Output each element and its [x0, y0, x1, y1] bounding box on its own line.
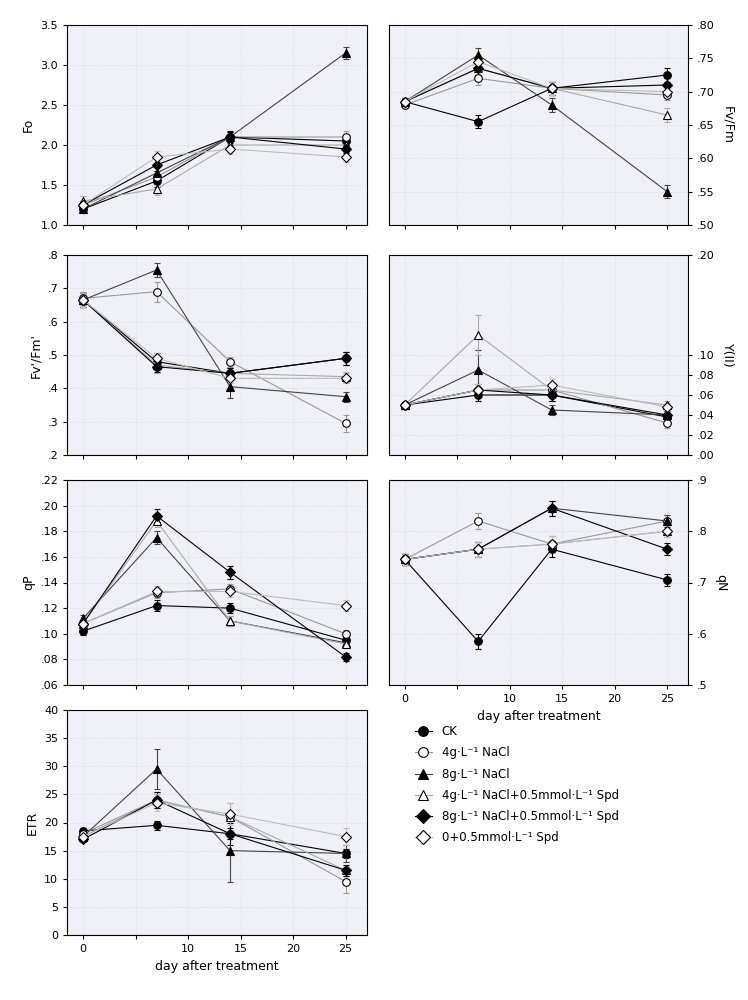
- Y-axis label: Y(II): Y(II): [721, 343, 735, 367]
- Y-axis label: ETR: ETR: [25, 810, 39, 835]
- X-axis label: day after treatment: day after treatment: [476, 710, 601, 723]
- Y-axis label: Fv/Fm: Fv/Fm: [721, 106, 735, 144]
- X-axis label: day after treatment: day after treatment: [155, 960, 279, 973]
- Y-axis label: Fo: Fo: [22, 118, 35, 132]
- Legend: CK, 4g·L⁻¹ NaCl, 8g·L⁻¹ NaCl, 4g·L⁻¹ NaCl+0.5mmol·L⁻¹ Spd, 8g·L⁻¹ NaCl+0.5mmol·L: CK, 4g·L⁻¹ NaCl, 8g·L⁻¹ NaCl, 4g·L⁻¹ NaC…: [410, 720, 624, 849]
- Y-axis label: qN: qN: [714, 574, 727, 591]
- Y-axis label: qP: qP: [22, 575, 35, 590]
- Y-axis label: Fv'/Fm': Fv'/Fm': [29, 332, 42, 377]
